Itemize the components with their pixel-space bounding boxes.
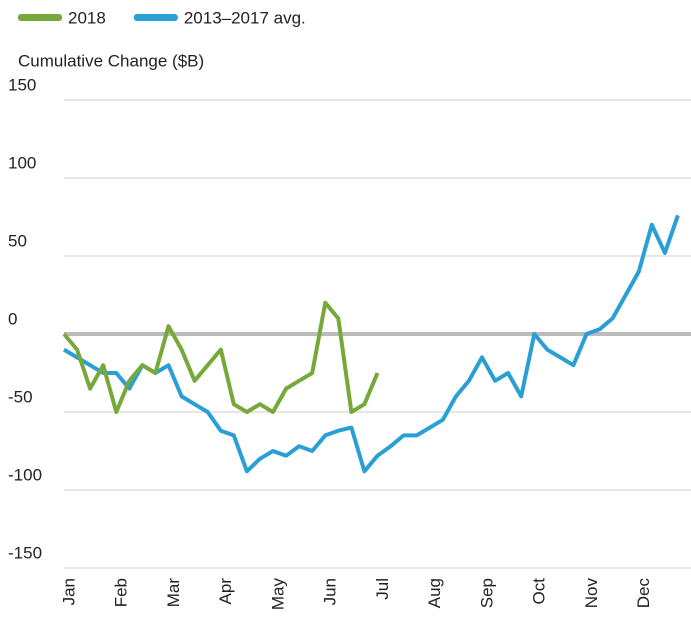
y-tick-label: 0 — [8, 309, 17, 328]
y-tick-label: 100 — [8, 153, 36, 172]
x-tick-label: Feb — [112, 578, 131, 607]
y-tick-label: -150 — [8, 543, 42, 562]
y-tick-label: -100 — [8, 465, 42, 484]
series-line — [62, 214, 680, 474]
x-tick-label: Apr — [216, 578, 235, 605]
x-tick-label: Aug — [425, 578, 444, 608]
x-tick-label: Nov — [582, 578, 601, 609]
y-tick-label: -50 — [8, 387, 33, 406]
x-tick-label: Jul — [373, 578, 392, 600]
y-tick-label: 150 — [8, 75, 36, 94]
series-line — [62, 300, 380, 414]
x-tick-label: Mar — [164, 578, 183, 608]
x-tick-label: May — [268, 578, 287, 611]
x-tick-label: Sep — [477, 578, 496, 608]
x-tick-label: Oct — [530, 578, 549, 605]
x-tick-label: Jun — [321, 578, 340, 605]
legend-label: 2013–2017 avg. — [184, 8, 306, 27]
legend-swatch — [18, 14, 62, 21]
y-tick-label: 50 — [8, 231, 27, 250]
legend-label: 2018 — [68, 8, 106, 27]
y-axis-label: Cumulative Change ($B) — [18, 51, 204, 70]
x-tick-label: Jan — [59, 578, 78, 605]
legend-swatch — [133, 14, 178, 21]
x-tick-label: Dec — [634, 578, 653, 609]
